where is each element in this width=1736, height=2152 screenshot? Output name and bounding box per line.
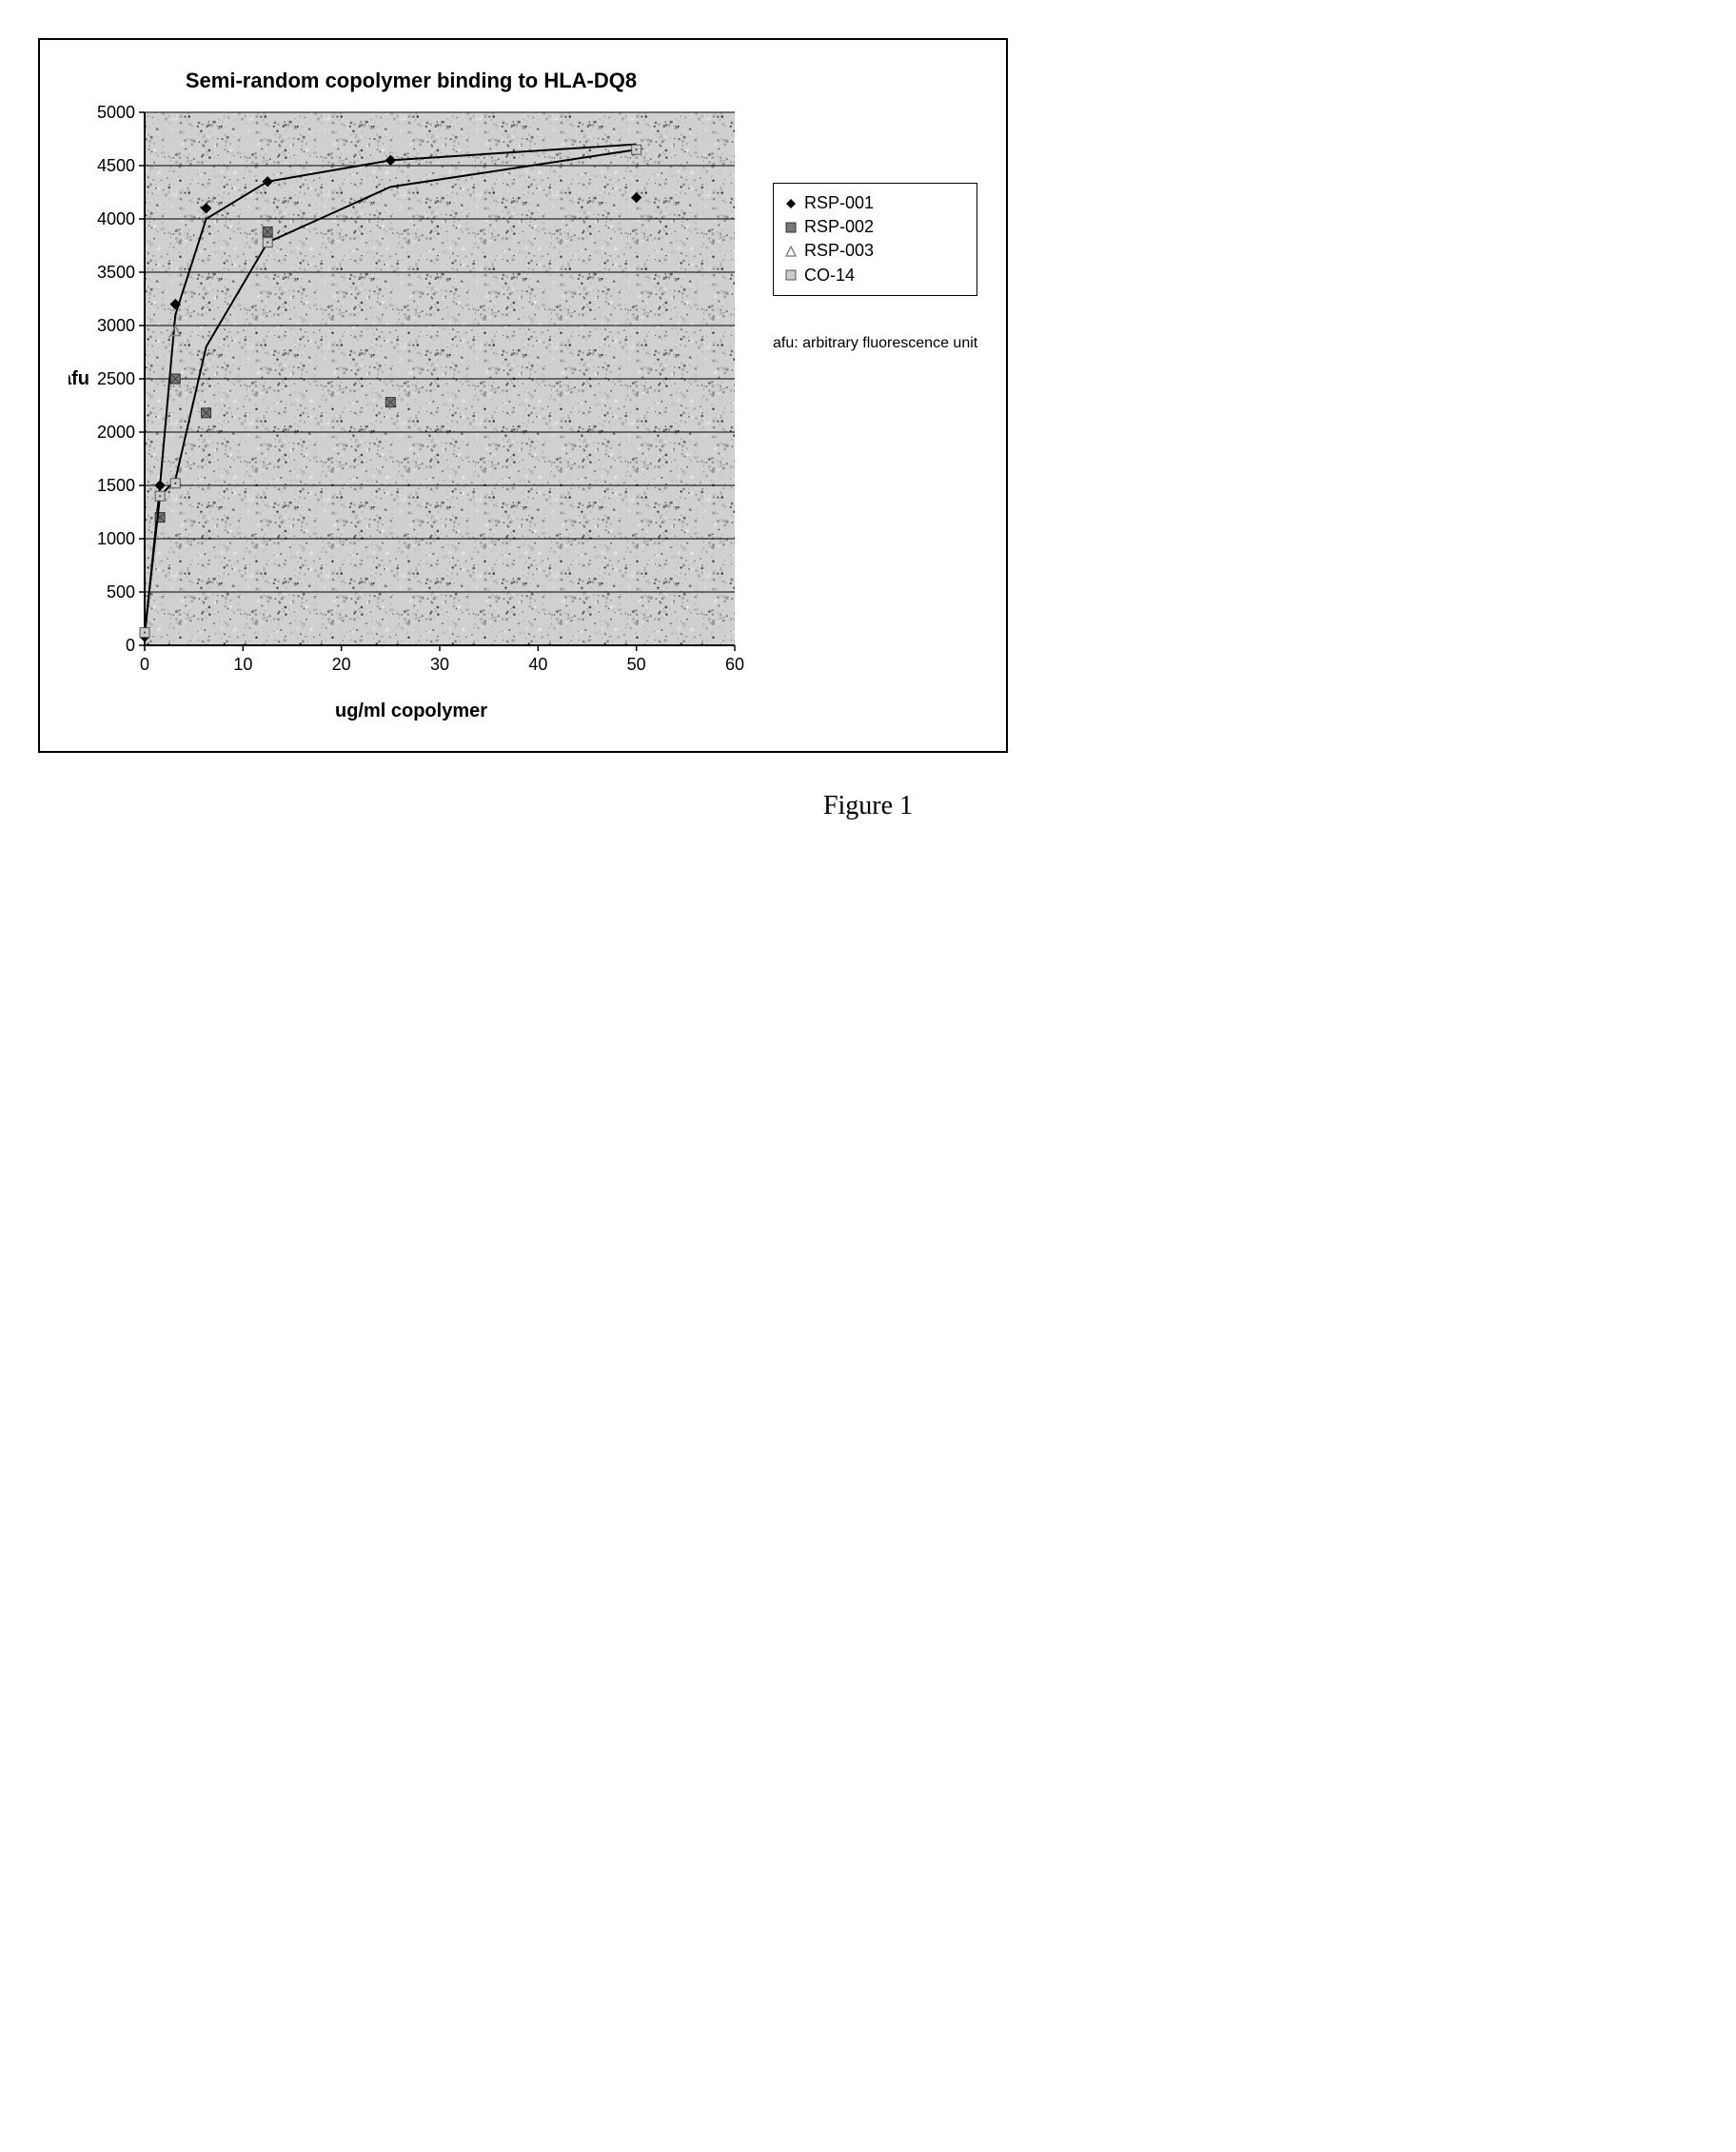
afu-note: afu: arbitrary fluorescence unit <box>773 334 977 352</box>
svg-text:2500: 2500 <box>97 369 135 388</box>
svg-text:10: 10 <box>233 655 252 674</box>
figure-caption: Figure 1 <box>38 791 1698 821</box>
legend-box: RSP-001RSP-002RSP-003CO-14 <box>773 183 977 296</box>
svg-text:50: 50 <box>627 655 646 674</box>
svg-text:500: 500 <box>107 582 135 602</box>
legend-label: RSP-003 <box>804 239 874 263</box>
svg-text:0: 0 <box>126 636 135 655</box>
legend-item: RSP-003 <box>783 239 967 263</box>
legend-label: RSP-001 <box>804 191 874 215</box>
legend-item: RSP-001 <box>783 191 967 215</box>
svg-text:5000: 5000 <box>97 103 135 122</box>
svg-text:afu: afu <box>69 368 89 389</box>
legend-item: CO-14 <box>783 264 967 287</box>
svg-text:1000: 1000 <box>97 529 135 548</box>
legend-label: CO-14 <box>804 264 855 287</box>
svg-text:4000: 4000 <box>97 209 135 228</box>
chart-title: Semi-random copolymer binding to HLA-DQ8 <box>186 69 637 93</box>
svg-text:3000: 3000 <box>97 316 135 335</box>
legend-marker-icon <box>783 267 799 283</box>
svg-text:60: 60 <box>725 655 744 674</box>
legend-marker-icon <box>783 244 799 259</box>
legend-marker-icon <box>783 196 799 211</box>
legend-label: RSP-002 <box>804 215 874 239</box>
svg-text:40: 40 <box>528 655 547 674</box>
chart-plot-area: 0500100015002000250030003500400045005000… <box>69 103 754 693</box>
legend-column: RSP-001RSP-002RSP-003CO-14 afu: arbitrar… <box>773 183 977 352</box>
svg-text:1500: 1500 <box>97 476 135 495</box>
legend-item: RSP-002 <box>783 215 967 239</box>
svg-text:30: 30 <box>430 655 449 674</box>
svg-text:0: 0 <box>140 655 149 674</box>
svg-text:4500: 4500 <box>97 156 135 175</box>
figure-frame: Semi-random copolymer binding to HLA-DQ8… <box>38 38 1008 753</box>
svg-text:20: 20 <box>332 655 351 674</box>
x-axis-label: ug/ml copolymer <box>335 701 487 722</box>
chart-column: Semi-random copolymer binding to HLA-DQ8… <box>69 69 754 722</box>
svg-text:2000: 2000 <box>97 423 135 442</box>
legend-marker-icon <box>783 220 799 235</box>
svg-text:3500: 3500 <box>97 263 135 282</box>
chart-container: Semi-random copolymer binding to HLA-DQ8… <box>69 69 977 722</box>
